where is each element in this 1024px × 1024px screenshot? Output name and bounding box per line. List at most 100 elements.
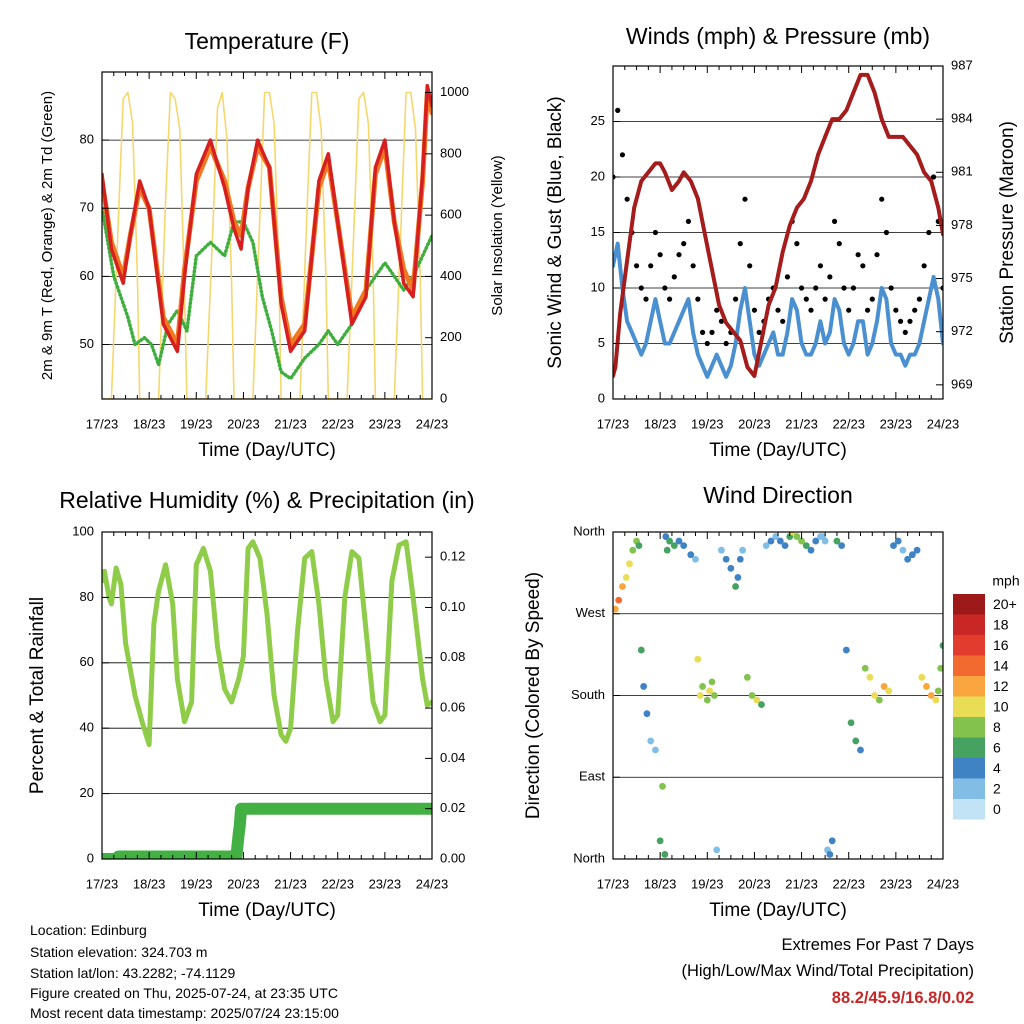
gust-point — [732, 296, 739, 302]
gust-point — [888, 285, 894, 291]
panel-winds: Winds (mph) & Pressure (mb) Time (Day/UTC… — [545, 23, 1018, 461]
gust-point — [718, 318, 725, 324]
gust-point — [893, 307, 899, 313]
x-tick-label: 19/23 — [180, 416, 213, 431]
direction-point — [762, 542, 770, 550]
gust-point — [615, 107, 621, 113]
y-tick-label: 0 — [87, 850, 94, 865]
direction-point — [899, 546, 907, 554]
gust-point — [846, 307, 852, 313]
x-axis-label: Time (Day/UTC) — [198, 900, 336, 921]
direction-point — [722, 555, 730, 563]
y-tick-label: 50 — [80, 336, 94, 351]
direction-point — [687, 551, 695, 559]
direction-point — [852, 737, 860, 745]
gust-point — [897, 318, 904, 324]
gust-point — [714, 307, 720, 313]
legend-label: 20+ — [993, 596, 1017, 612]
direction-point — [772, 533, 780, 540]
y-tick-label: 15 — [591, 224, 605, 239]
direction-point — [802, 542, 810, 550]
gust-point — [827, 274, 833, 280]
legend-swatch — [953, 696, 985, 717]
y-right-tick-label: 0.08 — [440, 649, 465, 664]
series-pressure — [613, 72, 943, 378]
x-tick-label: 19/23 — [180, 876, 213, 891]
x-tick-label: 24/23 — [416, 416, 449, 431]
direction-point — [913, 546, 921, 554]
y-right-tick-label: 400 — [440, 268, 462, 283]
direction-point — [812, 537, 820, 545]
direction-point — [753, 696, 761, 704]
gust-point — [879, 196, 885, 202]
x-tick-label: 20/23 — [738, 876, 771, 891]
gust-point — [751, 307, 758, 313]
legend-swatch — [953, 799, 985, 820]
y-right-tick-label: 969 — [951, 376, 973, 391]
y-right-tick-label: 0.12 — [440, 549, 465, 564]
gust-point — [723, 340, 729, 347]
direction-point — [734, 574, 742, 581]
y-right-tick-label: 0.06 — [440, 700, 465, 715]
series-precipitation — [102, 802, 432, 859]
x-axis-label: Time (Day/UTC) — [709, 440, 847, 461]
series-group — [613, 72, 943, 379]
direction-point — [894, 537, 902, 545]
gust-point — [643, 296, 649, 302]
y-right-tick-label: 1000 — [440, 84, 469, 99]
y-axis-label-right: Solar Insolation (Yellow) — [489, 155, 506, 315]
y-tick-label: North — [573, 850, 605, 865]
x-tick-label: 18/23 — [644, 416, 677, 431]
direction-point — [758, 701, 765, 708]
legend-swatch — [953, 758, 985, 779]
gust-point — [676, 252, 682, 258]
gust-point — [652, 229, 659, 236]
y-right-tick-label: 0.02 — [440, 800, 465, 815]
y-axis-label-right: Station Pressure (Maroon) — [997, 121, 1018, 344]
direction-point — [680, 542, 688, 550]
gust-point — [921, 263, 927, 269]
y-tick-label: 10 — [591, 279, 605, 294]
direction-point — [788, 532, 796, 536]
y-right-tick-label: 200 — [440, 329, 462, 344]
y-tick-label: 70 — [80, 200, 94, 215]
direction-point — [635, 542, 643, 550]
y-axis-label: Sonic Wind & Gust (Blue, Black) — [545, 96, 566, 368]
direction-point — [904, 555, 912, 563]
extremes-values: 88.2/45.9/16.8/0.02 — [831, 989, 974, 1007]
direction-point — [613, 605, 619, 613]
y-tick-label: 60 — [80, 654, 94, 669]
x-tick-label: 22/23 — [832, 876, 865, 891]
series-relative-humidity — [102, 539, 432, 747]
x-tick-label: 19/23 — [691, 416, 724, 431]
legend-label: 12 — [993, 678, 1009, 694]
legend-swatch — [953, 655, 985, 676]
y-right-tick-label: 981 — [951, 164, 973, 179]
direction-point — [739, 546, 747, 554]
gust-point — [850, 285, 857, 291]
recent-timestamp-text: Most recent data timestamp: 2025/07/24 2… — [30, 1005, 339, 1021]
direction-point — [656, 837, 664, 845]
y-tick-label: South — [571, 687, 605, 702]
direction-point — [696, 692, 704, 699]
extremes-title: Extremes For Past 7 Days — [781, 936, 974, 954]
legend-swatch — [953, 717, 985, 738]
legend-label: 2 — [993, 780, 1001, 796]
gust-point — [756, 329, 762, 335]
direction-point — [871, 692, 879, 699]
series-solar — [102, 91, 432, 399]
direction-point — [727, 564, 735, 572]
y-tick-label: 20 — [80, 785, 94, 800]
legend-title: mph — [992, 573, 1019, 589]
gust-point — [803, 296, 809, 302]
gust-point — [704, 340, 710, 347]
gust-point — [737, 241, 743, 247]
direction-point — [666, 537, 673, 545]
y-tick-label: 100 — [72, 523, 94, 538]
x-tick-label: 20/23 — [227, 416, 260, 431]
x-tick-label: 20/23 — [738, 416, 771, 431]
gust-point — [662, 285, 668, 291]
gust-point — [831, 218, 838, 224]
y-axis-label: Direction (Colored By Speed) — [523, 572, 544, 819]
direction-point — [842, 646, 850, 654]
